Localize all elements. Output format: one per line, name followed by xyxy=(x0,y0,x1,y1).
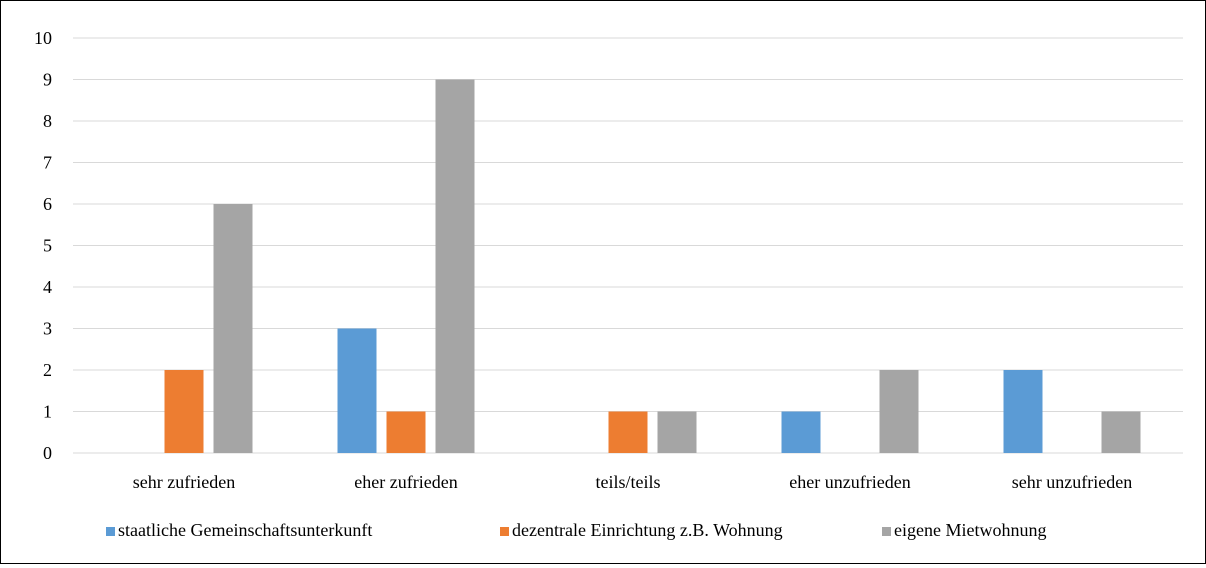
legend-label: staatliche Gemeinschaftsunterkunft xyxy=(118,520,372,540)
y-tick-label: 7 xyxy=(43,153,52,173)
y-tick-label: 8 xyxy=(43,111,52,131)
y-tick-label: 4 xyxy=(43,277,52,297)
y-tick-label: 9 xyxy=(43,70,52,90)
x-axis-ticks: sehr zufrieden eher zufrieden teils/teils e… xyxy=(133,472,1132,492)
bar-3-3 xyxy=(657,411,697,453)
legend-swatch xyxy=(882,527,891,536)
y-tick-label: 5 xyxy=(43,236,52,256)
y-tick-label: 2 xyxy=(43,360,52,380)
bar-3-1 xyxy=(213,204,253,453)
y-tick-label: 1 xyxy=(43,402,52,422)
gridlines xyxy=(73,37,1183,454)
bar-1-2 xyxy=(337,328,377,453)
x-tick-label: eher zufrieden xyxy=(354,472,457,492)
legend-swatch xyxy=(500,527,509,536)
bar-1-5 xyxy=(1003,370,1043,453)
y-tick-label: 10 xyxy=(34,28,52,48)
bar-2-1 xyxy=(164,370,204,453)
x-tick-label: sehr zufrieden xyxy=(133,472,235,492)
x-tick-label: teils/teils xyxy=(596,472,661,492)
bars xyxy=(164,79,1141,453)
y-tick-label: 3 xyxy=(43,319,52,339)
bar-2-3 xyxy=(608,411,648,453)
bar-3-5 xyxy=(1101,411,1141,453)
bar-3-2 xyxy=(435,79,475,453)
legend-label: dezentrale Einrichtung z.B. Wohnung xyxy=(512,520,783,540)
y-tick-label: 0 xyxy=(43,443,52,463)
bar-2-2 xyxy=(386,411,426,453)
bar-3-4 xyxy=(879,370,919,453)
y-axis-ticks: 0 1 2 3 4 5 6 7 8 9 10 xyxy=(34,28,52,463)
legend-label: eigene Mietwohnung xyxy=(894,520,1046,540)
legend-swatch xyxy=(106,527,115,536)
x-tick-label: sehr unzufrieden xyxy=(1012,472,1132,492)
legend: staatliche Gemeinschaftsunterkunft dezent… xyxy=(106,520,1046,540)
y-tick-label: 6 xyxy=(43,194,52,214)
bar-1-4 xyxy=(781,411,821,453)
x-tick-label: eher unzufrieden xyxy=(789,472,910,492)
